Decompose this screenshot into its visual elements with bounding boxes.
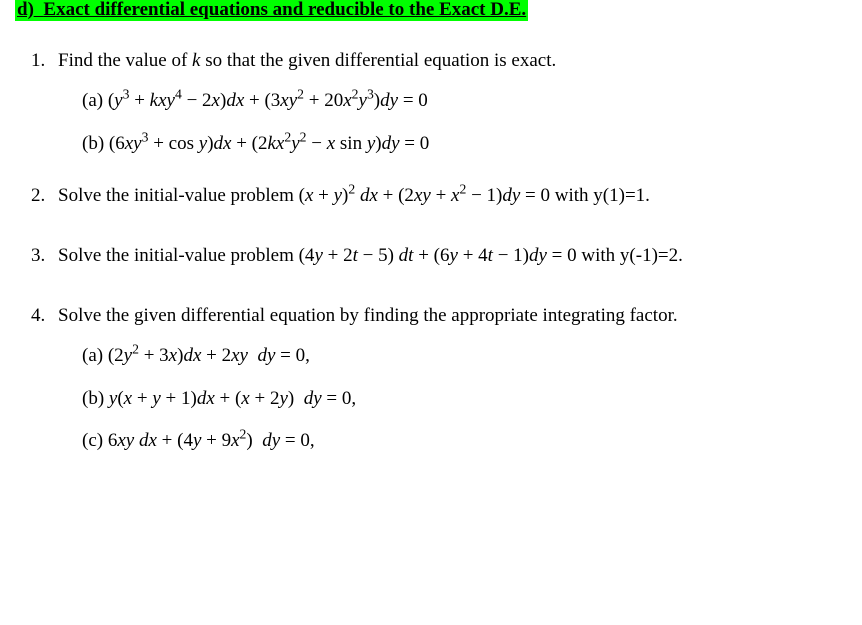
problem-3-text: Solve the initial-value problem (4y + 2t…	[58, 245, 683, 266]
problem-4b: (b) y(x + y + 1)dx + (x + 2y) dy = 0,	[82, 387, 847, 412]
page-root: d) Exact differential equations and redu…	[0, 0, 862, 454]
section-header-row: d) Exact differential equations and redu…	[15, 0, 847, 19]
equation-4c: 6xy dx + (4y + 9x2) dy = 0,	[108, 430, 315, 451]
problem-1-text: Find the value of k so that the given di…	[58, 50, 556, 71]
section-header: d) Exact differential equations and redu…	[15, 0, 528, 21]
subitem-label: (b)	[82, 133, 104, 154]
problem-4c: (c) 6xy dx + (4y + 9x2) dy = 0,	[82, 429, 847, 454]
problem-1-subitems: (a) (y3 + kxy4 − 2x)dx + (3xy2 + 20x2y3)…	[58, 89, 847, 156]
problem-1a: (a) (y3 + kxy4 − 2x)dx + (3xy2 + 20x2y3)…	[82, 89, 847, 114]
problem-4-subitems: (a) (2y2 + 3x)dx + 2xy dy = 0, (b) y(x +…	[58, 344, 847, 454]
section-title: Exact differential equations and reducib…	[43, 0, 526, 20]
problem-2-text: Solve the initial-value problem (x + y)2…	[58, 185, 650, 206]
equation-4b: y(x + y + 1)dx + (x + 2y) dy = 0,	[109, 388, 356, 409]
problem-4a: (a) (2y2 + 3x)dx + 2xy dy = 0,	[82, 344, 847, 369]
problem-3: Solve the initial-value problem (4y + 2t…	[50, 236, 847, 276]
problem-2: Solve the initial-value problem (x + y)2…	[50, 176, 847, 216]
subitem-label: (c)	[82, 430, 103, 451]
equation-4a: (2y2 + 3x)dx + 2xy dy = 0,	[108, 345, 310, 366]
equation-1b: (6xy3 + cos y)dx + (2kx2y2 − x sin y)dy …	[109, 133, 429, 154]
section-label: d)	[17, 0, 34, 20]
problem-1b: (b) (6xy3 + cos y)dx + (2kx2y2 − x sin y…	[82, 132, 847, 157]
problem-4-text: Solve the given differential equation by…	[58, 305, 678, 326]
subitem-label: (a)	[82, 90, 103, 111]
problem-4: Solve the given differential equation by…	[50, 296, 847, 454]
subitem-label: (a)	[82, 345, 103, 366]
equation-1a: (y3 + kxy4 − 2x)dx + (3xy2 + 20x2y3)dy =…	[108, 90, 428, 111]
problems-list: Find the value of k so that the given di…	[15, 41, 847, 454]
subitem-label: (b)	[82, 388, 104, 409]
problem-1: Find the value of k so that the given di…	[50, 41, 847, 156]
